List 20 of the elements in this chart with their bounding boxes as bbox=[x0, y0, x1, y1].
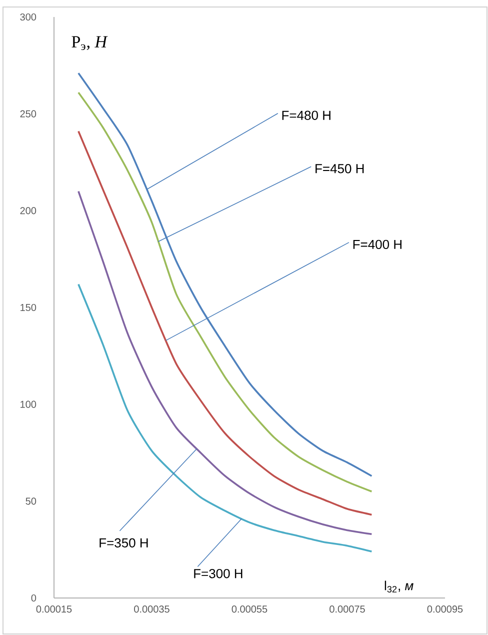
annotation: F=480 H bbox=[282, 110, 330, 120]
x-tick-label: 0.00035 bbox=[134, 606, 170, 613]
annotation: F=450 H bbox=[316, 164, 364, 174]
y-tick-label: 250 bbox=[20, 110, 36, 118]
annotation: F=350 H bbox=[100, 538, 148, 548]
y-tick-label: 50 bbox=[26, 498, 36, 505]
y-tick-label: 0 bbox=[31, 594, 36, 602]
x-tick-label: 0.00075 bbox=[330, 606, 365, 613]
y-tick-label: 200 bbox=[20, 207, 36, 214]
annotation: F=400 H bbox=[353, 240, 402, 250]
x-tick-label: 0.00095 bbox=[427, 606, 463, 613]
annotation: F=300 H bbox=[194, 568, 242, 578]
y-tick-label: 100 bbox=[20, 400, 36, 408]
x-tick-label: 0.00015 bbox=[36, 606, 72, 613]
x-tick-label: 0.00055 bbox=[232, 606, 268, 613]
y-axis-title: Р$_{э}$, H bbox=[72, 36, 108, 50]
y-tick-label: 300 bbox=[20, 13, 36, 21]
y-tick-label: 150 bbox=[20, 304, 36, 312]
x-axis-title: l$_{32}$, м bbox=[384, 580, 414, 592]
line-series bbox=[78, 283, 373, 552]
